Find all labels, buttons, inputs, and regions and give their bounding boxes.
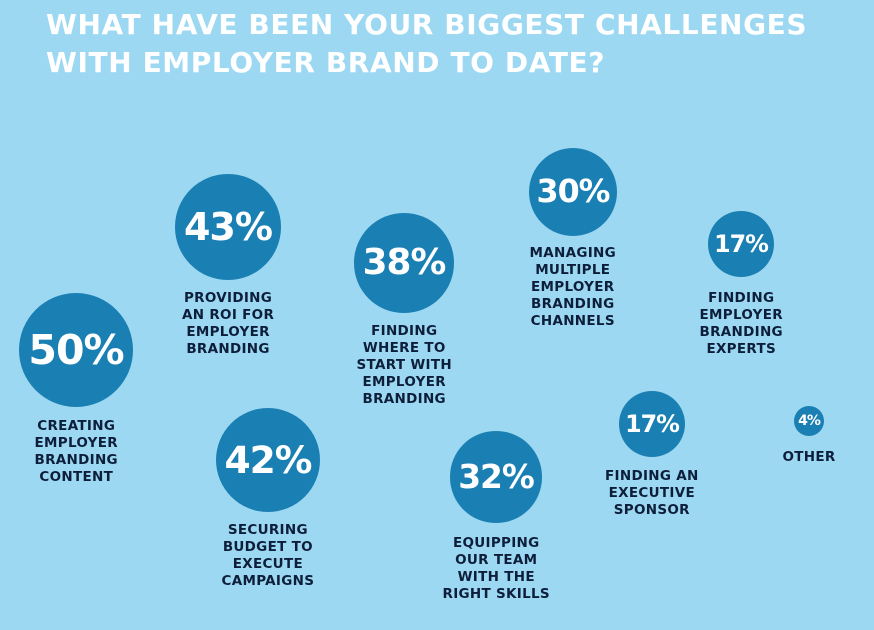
bubble-equipping-our-team-with-the-right-skills: 32% [450, 431, 542, 523]
category-label-line: FINDING [708, 290, 775, 306]
category-label-finding-where-to-start-with-employer-branding: FINDING WHERE TO START WITH EMPLOYER BRANDIN… [357, 323, 452, 408]
category-label-line: PROVIDING [183, 290, 273, 306]
category-label-line: BRANDING [34, 452, 118, 468]
category-label-line: SPONSOR [613, 502, 690, 518]
category-label-line: SECURING [227, 522, 308, 538]
category-label-line: BRANDING [531, 296, 615, 312]
category-label-line: OUR TEAM [455, 552, 538, 568]
category-label-securing-budget-to-execute-campaigns: SECURING BUDGET TO EXECUTE CAMPAIGNS [222, 522, 315, 590]
category-label-line: EMPLOYER [531, 279, 615, 295]
value-label: 17% [625, 410, 680, 438]
bubble-finding-an-executive-sponsor: 17% [619, 391, 685, 457]
category-label-line: EMPLOYER [186, 324, 270, 340]
category-label-line: BRANDING [699, 324, 783, 340]
category-label-line: EMPLOYER [34, 435, 118, 451]
category-label-other: OTHER [783, 449, 836, 466]
category-label-line: BUDGET TO [222, 539, 313, 555]
category-label-line: EMPLOYER [699, 307, 783, 323]
bubble-providing-an-roi-for-employer-branding: 43% [175, 174, 281, 280]
category-label-line: EMPLOYER [362, 374, 446, 390]
category-label-line: RIGHT SKILLS [442, 586, 550, 602]
value-label: 32% [458, 457, 535, 496]
value-label: 43% [183, 204, 273, 249]
category-label-line: CONTENT [39, 469, 114, 485]
category-label-line: EXPERTS [706, 341, 777, 357]
category-label-finding-an-executive-sponsor: FINDING AN EXECUTIVE SPONSOR [605, 468, 699, 519]
bubble-other: 4% [794, 406, 824, 436]
category-label-line: EXECUTIVE [608, 485, 695, 501]
category-label-line: FINDING AN [605, 468, 699, 484]
category-label-managing-multiple-employer-branding-channels: MANAGING MULTIPLE EMPLOYER BRANDING CHANNELS [530, 245, 617, 330]
category-label-line: OTHER [782, 449, 836, 465]
category-label-creating-employer-branding-content: CREATING EMPLOYER BRANDING CONTENT [35, 418, 118, 486]
category-label-line: WITH THE [457, 569, 535, 585]
title-line-2: WITH EMPLOYER BRAND TO DATE? [46, 46, 606, 79]
value-label: 30% [536, 173, 610, 210]
category-label-equipping-our-team-with-the-right-skills: EQUIPPING OUR TEAM WITH THE RIGHT SKILLS [443, 535, 550, 603]
category-label-line: MULTIPLE [535, 262, 611, 278]
category-label-line: BRANDING [186, 341, 270, 357]
value-label: 50% [28, 326, 124, 374]
value-label: 4% [798, 413, 821, 429]
category-label-line: CAMPAIGNS [221, 573, 315, 589]
category-label-line: EXECUTE [232, 556, 303, 572]
bubble-securing-budget-to-execute-campaigns: 42% [215, 407, 321, 513]
value-label: 42% [224, 437, 312, 482]
category-label-line: EQUIPPING [452, 535, 540, 551]
category-label-line: FINDING [371, 323, 438, 339]
category-label-line: START WITH [356, 357, 452, 373]
title-line-1: WHAT HAVE BEEN YOUR BIGGEST CHALLENGES [46, 8, 808, 41]
bubble-finding-where-to-start-with-employer-branding: 38% [354, 213, 454, 313]
category-label-line: MANAGING [529, 245, 617, 261]
category-label-line: BRANDING [362, 391, 446, 407]
category-label-line: AN ROI FOR [182, 307, 275, 323]
value-label: 17% [714, 230, 769, 258]
category-label-providing-an-roi-for-employer-branding: PROVIDING AN ROI FOR EMPLOYER BRANDING [182, 290, 274, 358]
category-label-line: CHANNELS [530, 313, 615, 329]
bubble-creating-employer-branding-content: 50% [19, 293, 133, 407]
category-label-finding-employer-branding-experts: FINDING EMPLOYER BRANDING EXPERTS [700, 290, 783, 358]
bubble-managing-multiple-employer-branding-channels: 30% [528, 147, 618, 237]
value-label: 38% [362, 242, 447, 284]
chart-title: WHAT HAVE BEEN YOUR BIGGEST CHALLENGES W… [46, 6, 866, 82]
category-label-line: WHERE TO [362, 340, 446, 356]
bubble-finding-employer-branding-experts: 17% [708, 211, 774, 277]
category-label-line: CREATING [37, 418, 116, 434]
